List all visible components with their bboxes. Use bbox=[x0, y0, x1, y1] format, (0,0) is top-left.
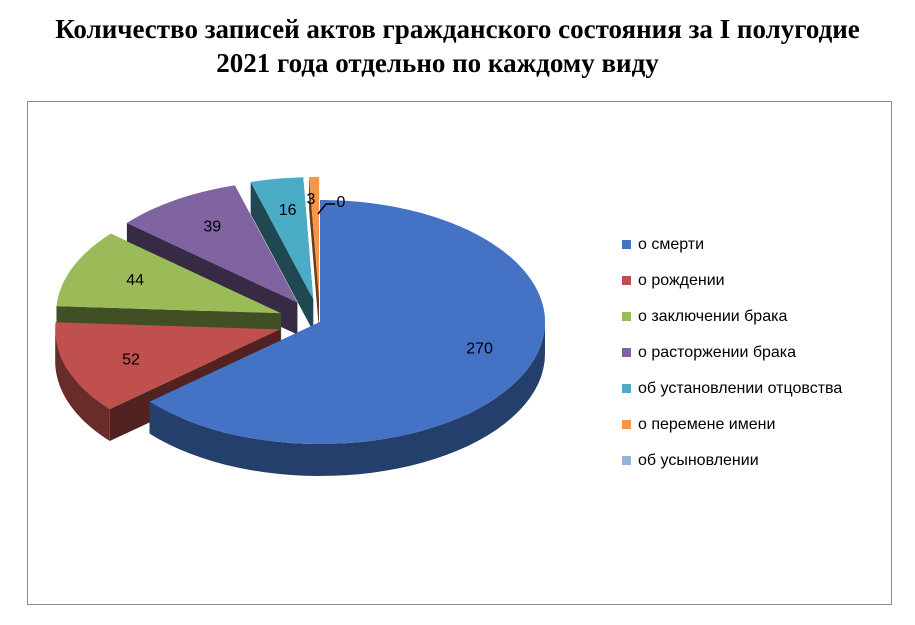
chart-legend: о смерти о рождении о заключении брака о ра… bbox=[622, 234, 892, 486]
pie-data-label-2: 44 bbox=[126, 272, 144, 289]
legend-swatch bbox=[622, 240, 631, 249]
legend-item: о расторжении брака bbox=[622, 342, 892, 378]
pie-slice-4 bbox=[250, 177, 314, 300]
legend-item: о перемене имени bbox=[622, 414, 892, 450]
legend-label: о расторжении брака bbox=[638, 344, 797, 361]
legend-item: о смерти bbox=[622, 234, 892, 270]
legend-swatch bbox=[622, 348, 631, 357]
chart-title-line2: 2021 года отдельно по каждому виду bbox=[216, 48, 659, 78]
legend-item: об установлении отцовства bbox=[622, 378, 892, 414]
chart-title: Количество записей актов гражданского со… bbox=[0, 12, 915, 80]
pie-data-labels: 270 52 44 39 16 3 0 bbox=[122, 191, 493, 369]
pie-slice-2 bbox=[56, 233, 282, 314]
pie-data-label-3: 39 bbox=[203, 219, 221, 236]
legend-label: об усыновлении bbox=[638, 452, 759, 469]
pie-data-label-5: 3 bbox=[307, 191, 316, 208]
pie-data-label-4: 16 bbox=[279, 202, 297, 219]
pie-slice-outer-wall-1-0 bbox=[55, 329, 110, 441]
chart-title-line1: Количество записей актов гражданского со… bbox=[55, 14, 860, 44]
pie-slice-1 bbox=[55, 322, 281, 409]
legend-label: об установлении отцовства bbox=[638, 380, 843, 397]
pie-slice-wall-4-0 bbox=[250, 182, 314, 332]
legend-item: о рождении bbox=[622, 270, 892, 306]
legend-label: о заключении брака bbox=[638, 308, 788, 325]
legend-swatch bbox=[622, 276, 631, 285]
pie-slice-0 bbox=[149, 200, 545, 444]
pie-slice-tops bbox=[55, 176, 545, 444]
pie-slice-3 bbox=[126, 185, 298, 303]
pie-slice-5 bbox=[309, 176, 320, 299]
legend-label: о смерти bbox=[638, 236, 705, 253]
pie-leader-line-6 bbox=[317, 203, 335, 215]
legend-label: о перемене имени bbox=[638, 416, 776, 433]
legend-item: о заключении брака bbox=[622, 306, 892, 342]
pie-data-label-6: 0 bbox=[337, 194, 346, 211]
pie-data-label-0: 270 bbox=[466, 340, 493, 357]
pie-slice-outer-wall-0-0 bbox=[149, 322, 545, 476]
pie-data-label-1: 52 bbox=[122, 352, 140, 369]
legend-swatch bbox=[622, 384, 631, 393]
legend-item: об усыновлении bbox=[622, 450, 892, 486]
legend-label: о рождении bbox=[638, 272, 725, 289]
legend-swatch bbox=[622, 312, 631, 321]
pie-slice-wall-5-0 bbox=[309, 177, 320, 331]
legend-swatch bbox=[622, 456, 631, 465]
legend-swatch bbox=[622, 420, 631, 429]
